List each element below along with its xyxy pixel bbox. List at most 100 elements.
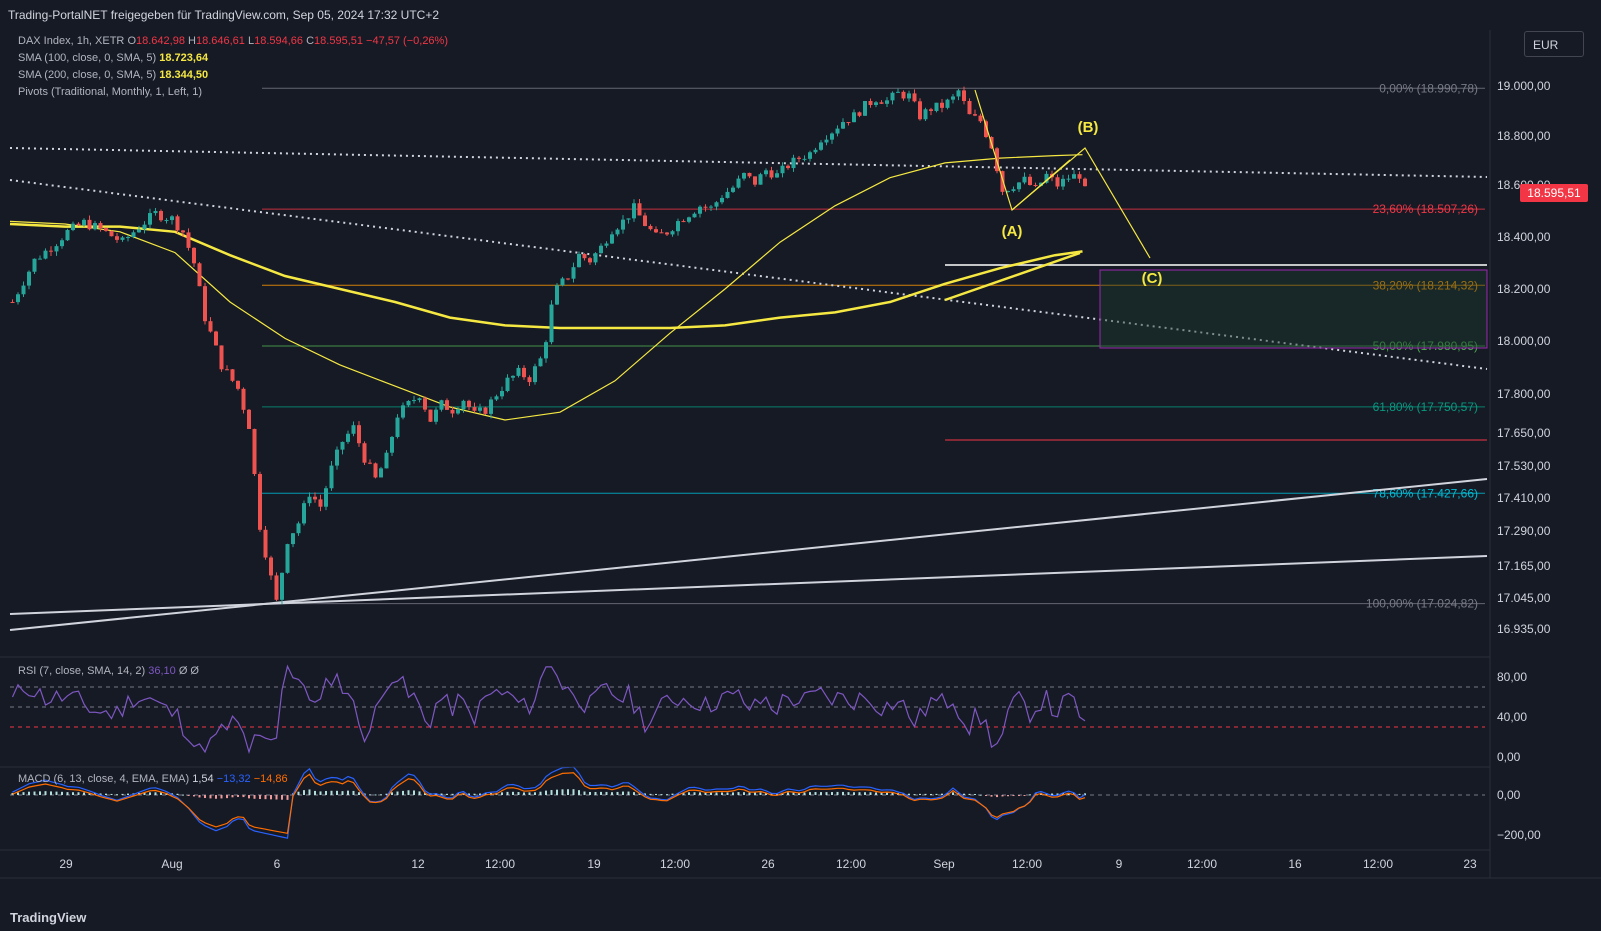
axes: 19.000,0018.800,0018.600,0018.400,0018.2…	[0, 30, 1601, 879]
macd-tick-label: 0,00	[1497, 788, 1521, 802]
candle-body	[665, 232, 669, 235]
macd-histogram-bar	[33, 791, 36, 795]
y-tick-label: 17.800,00	[1497, 387, 1551, 401]
rsi-legend[interactable]: RSI (7, close, SMA, 14, 2) 36,10 Ø Ø	[18, 665, 199, 677]
candle-body	[648, 225, 653, 230]
candle-body	[841, 122, 845, 129]
candle-body	[555, 285, 559, 305]
macd-histogram-bar	[583, 791, 586, 795]
sma200-value: 18.344,50	[159, 69, 209, 81]
x-tick-label: 9	[1116, 857, 1123, 871]
macd-histogram-bar	[693, 792, 696, 795]
macd-histogram-bar	[787, 792, 789, 795]
candle-body	[390, 436, 394, 453]
macd-histogram-bar	[517, 792, 520, 795]
candle-body	[208, 321, 213, 332]
candle-body	[434, 409, 438, 422]
macd-histogram-bar	[935, 793, 938, 795]
candle-body	[1072, 174, 1076, 179]
macd-histogram-bar	[649, 793, 652, 795]
macd-histogram-bar	[204, 795, 206, 799]
rsi-line	[11, 664, 1086, 755]
candle-body	[186, 232, 191, 248]
candle-body	[907, 93, 911, 99]
macd-histogram-bar	[655, 793, 657, 795]
macd-histogram-bar	[611, 792, 613, 795]
rsi-value: 36,10	[148, 665, 176, 677]
share-title: Trading-PortalNET freigegeben für Tradin…	[8, 8, 440, 22]
candle-body	[159, 211, 163, 221]
macd-histogram-bar	[820, 792, 822, 795]
candle-body	[527, 377, 532, 383]
candle-body	[940, 102, 944, 108]
pivots-legend[interactable]: Pivots (Traditional, Monthly, 1, Left, 1…	[18, 86, 203, 98]
candle-body	[368, 462, 372, 464]
symbol-label[interactable]: DAX Index, 1h, XETR	[18, 35, 125, 47]
macd-histogram-bar	[671, 793, 674, 795]
candle-body	[791, 157, 796, 169]
sma200-line	[9, 222, 1083, 330]
share-header: Trading-PortalNET freigegeben für Tradin…	[0, 0, 1601, 30]
candle-body	[775, 173, 779, 178]
x-tick-label: 12:00	[660, 857, 690, 871]
macd-histogram-bar	[627, 791, 630, 795]
candle-body	[296, 523, 301, 534]
candle-body	[522, 367, 526, 378]
macd-histogram-bar	[116, 794, 118, 796]
fib-level-label: 50,00% (17.980,95)	[1373, 339, 1478, 353]
candle-body	[742, 172, 746, 179]
sma200-legend[interactable]: SMA (200, close, 0, SMA, 5) 18.344,50	[18, 69, 209, 81]
macd-histogram-bar	[215, 795, 217, 799]
macd-histogram-bar	[39, 791, 41, 795]
currency-select[interactable]: EUR	[1524, 31, 1584, 57]
candle-body	[230, 369, 235, 381]
macd-histogram-bar	[831, 792, 833, 795]
candle-body	[544, 342, 548, 359]
macd-histogram-bar	[622, 791, 624, 795]
candle-body	[1044, 173, 1049, 183]
macd-histogram-bar	[798, 792, 800, 795]
macd-value: 1,54	[192, 773, 214, 785]
candle-body	[115, 236, 119, 240]
macd-histogram-bar	[715, 792, 718, 795]
macd-histogram-bar	[88, 792, 91, 795]
candle-body	[769, 170, 774, 178]
macd-histogram-bar	[61, 791, 63, 795]
macd-histogram-bar	[374, 794, 377, 796]
candle-body	[1066, 178, 1071, 180]
macd-histogram-bar	[176, 793, 179, 795]
y-tick-label: 18.400,00	[1497, 230, 1551, 244]
macd-histogram-bar	[182, 794, 184, 796]
candle-body	[32, 258, 37, 272]
candle-body	[863, 101, 867, 116]
candle-body	[780, 165, 785, 174]
macd-histogram-bar	[17, 792, 19, 795]
macd-histogram-bar	[847, 792, 850, 795]
candle-body	[879, 102, 884, 104]
macd-histogram-bar	[1051, 793, 1053, 795]
x-tick-label: Sep	[933, 857, 955, 871]
macd-histogram-bar	[253, 795, 256, 799]
candle-body	[1055, 177, 1060, 187]
macd-histogram-bar	[446, 793, 448, 795]
candle-body	[500, 390, 504, 397]
tradingview-logo[interactable]: TradingView	[10, 910, 87, 925]
macd-histogram-bar	[814, 792, 817, 795]
candle-body	[1083, 178, 1087, 187]
candle-body	[247, 409, 251, 429]
change-value: −47,57 (−0,26%)	[366, 35, 448, 47]
macd-histogram-bar	[193, 795, 195, 797]
sma100-legend[interactable]: SMA (100, close, 0, SMA, 5) 18.723,64	[18, 52, 209, 64]
macd-legend[interactable]: MACD (6, 13, close, 4, EMA, EMA) 1,54 −1…	[18, 773, 288, 785]
macd-histogram-bar	[484, 793, 487, 795]
candle-body	[874, 102, 878, 105]
macd-histogram-bar	[380, 794, 382, 796]
rsi-tick-label: 40,00	[1497, 710, 1527, 724]
macd-histogram-bar	[754, 792, 756, 795]
macd-histogram-bar	[704, 792, 707, 795]
macd-histogram-bar	[946, 793, 949, 795]
target-zone	[1099, 269, 1488, 349]
y-tick-label: 17.165,00	[1497, 559, 1551, 573]
candle-body	[929, 109, 933, 112]
